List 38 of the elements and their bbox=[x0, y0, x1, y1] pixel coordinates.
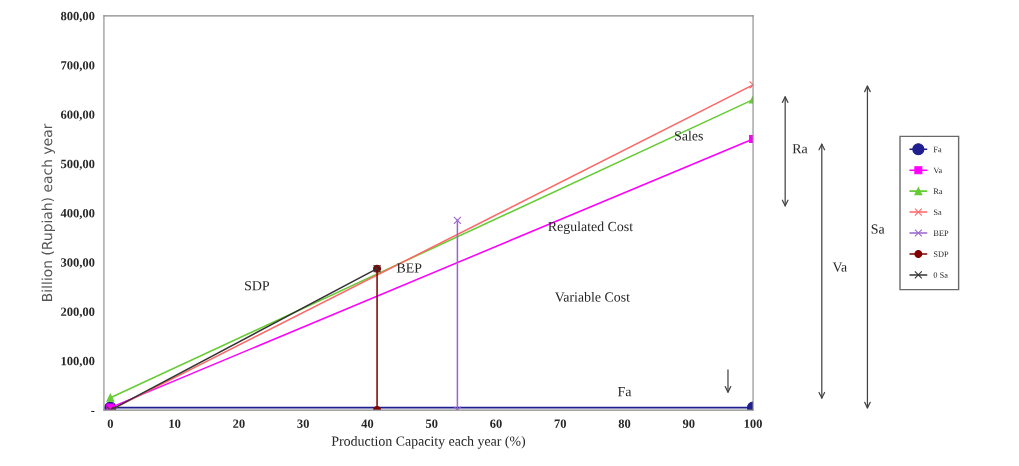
x-tick-label: 100 bbox=[744, 419, 762, 428]
y-tick-label: 500,00 bbox=[61, 159, 95, 170]
x-tick-label: 30 bbox=[297, 419, 309, 428]
annotation: BEP bbox=[396, 263, 422, 273]
y-tick-label: 300,00 bbox=[61, 258, 95, 269]
y-tick-label: 400,00 bbox=[60, 208, 95, 220]
text: Sa bbox=[871, 224, 885, 234]
y-axis-title: Billion (Rupiah) each year bbox=[41, 123, 55, 301]
legend-label: Sa bbox=[933, 209, 942, 216]
x-tick-label: 50 bbox=[425, 419, 438, 428]
legend-label: 0 Sa bbox=[933, 272, 948, 278]
annotation: SDP bbox=[245, 281, 270, 291]
legend-label: Fa bbox=[933, 146, 942, 153]
legend-label: BEP bbox=[933, 230, 949, 236]
y-tick-label: 700,00 bbox=[61, 61, 95, 72]
x-tick-label: 80 bbox=[618, 419, 631, 428]
legend-label: Va bbox=[933, 167, 943, 174]
legend-label: Ra bbox=[933, 188, 943, 195]
y-tick-label: - bbox=[91, 410, 95, 413]
x-tick-label: 40 bbox=[361, 419, 374, 428]
text: Va bbox=[832, 262, 847, 272]
y-tick-label: 600,00 bbox=[60, 110, 95, 121]
annotation: Regulated Cost bbox=[548, 221, 633, 235]
x-tick-label: 90 bbox=[682, 419, 695, 428]
annotation: Sales bbox=[675, 130, 703, 141]
x-axis-title: Production Capacity each year (%) bbox=[331, 436, 526, 449]
x-tick-label: 0 bbox=[107, 419, 114, 428]
y-tick-label: 800,00 bbox=[60, 11, 95, 23]
text: Ra bbox=[792, 144, 808, 154]
annotation: Fa bbox=[617, 387, 632, 397]
x-tick-label: 20 bbox=[233, 419, 245, 428]
annotation: Variable Cost bbox=[554, 291, 630, 302]
x-tick-label: 70 bbox=[554, 419, 567, 428]
y-tick-label: 200,00 bbox=[61, 307, 95, 318]
legend-label: SDP bbox=[933, 251, 949, 257]
y-tick-label: 100,00 bbox=[61, 356, 95, 368]
x-tick-label: 60 bbox=[490, 419, 502, 428]
x-tick-label: 10 bbox=[169, 419, 181, 428]
